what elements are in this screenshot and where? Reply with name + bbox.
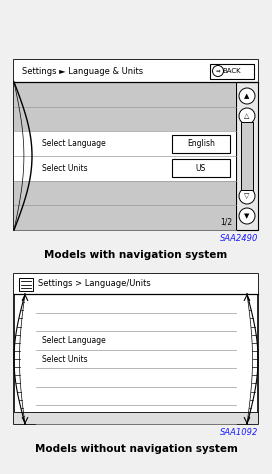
Bar	[19, 278, 33, 291]
Text: US: US	[196, 164, 206, 173]
Text: Settings ► Language & Units: Settings ► Language & Units	[22, 66, 143, 75]
Text: English: English	[187, 139, 215, 148]
Text: Models with navigation system: Models with navigation system	[44, 250, 228, 260]
Text: SAA1092: SAA1092	[220, 428, 258, 437]
Bar	[172, 159, 230, 177]
Circle shape	[239, 208, 255, 224]
Bar	[241, 122, 253, 190]
Text: Select Units: Select Units	[42, 164, 88, 173]
Bar	[14, 156, 236, 181]
Bar	[14, 131, 236, 156]
Bar	[14, 82, 236, 107]
Text: 1/2: 1/2	[220, 217, 232, 226]
Text: Models without navigation system: Models without navigation system	[35, 444, 237, 454]
Text: ▲: ▲	[244, 93, 250, 99]
Text: SAA2490: SAA2490	[220, 234, 258, 243]
Text: BACK: BACK	[223, 68, 241, 74]
Text: Select Units: Select Units	[42, 355, 88, 364]
Bar	[14, 107, 236, 131]
Bar	[14, 60, 258, 82]
Text: Select Language: Select Language	[42, 139, 106, 148]
Bar	[210, 64, 254, 79]
Text: ▼: ▼	[244, 213, 250, 219]
Circle shape	[239, 88, 255, 104]
Bar	[14, 60, 258, 230]
Bar	[14, 274, 258, 294]
Text: Select Language: Select Language	[42, 336, 106, 345]
Bar	[172, 135, 230, 153]
Bar	[14, 205, 236, 230]
Text: ⇒: ⇒	[216, 69, 220, 73]
Text: ▽: ▽	[244, 193, 250, 199]
Circle shape	[212, 65, 224, 76]
Bar	[14, 412, 258, 424]
Bar	[14, 181, 236, 205]
Text: △: △	[244, 113, 250, 119]
Bar	[236, 82, 258, 230]
Bar	[14, 274, 258, 424]
Text: Settings > Language/Units: Settings > Language/Units	[38, 280, 151, 289]
Circle shape	[239, 188, 255, 204]
Circle shape	[239, 108, 255, 124]
